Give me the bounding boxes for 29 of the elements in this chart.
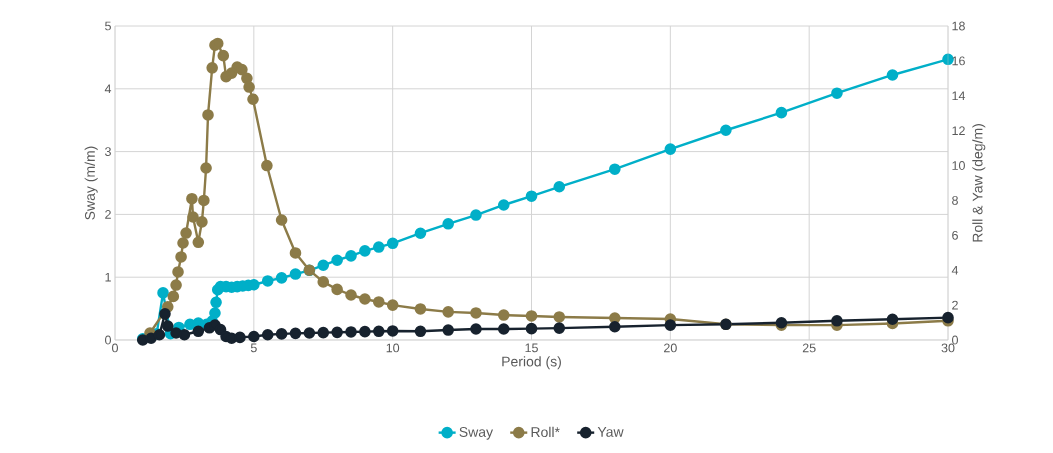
y2-tick-label: 4 — [951, 265, 959, 275]
legend-label: Roll* — [531, 426, 560, 438]
y-axis-title: Sway (m/m) — [84, 146, 98, 220]
legend-label: Sway — [459, 426, 494, 440]
x-tick-label: 25 — [802, 343, 816, 353]
x-tick-label: 30 — [941, 343, 955, 353]
x-axis-title: Period (s) — [502, 356, 561, 370]
y-tick-label: 2 — [105, 210, 111, 219]
y2-tick-label: 10 — [952, 161, 965, 170]
y-tick-label: 1 — [105, 272, 111, 282]
x-tick-label: 5 — [250, 343, 257, 353]
x-tick-label: 0 — [112, 343, 118, 353]
x-tick-label: 10 — [386, 343, 400, 353]
y2-tick-label: 12 — [952, 126, 965, 136]
y2-tick-label: 6 — [952, 230, 958, 240]
y-tick-label: 4 — [104, 84, 112, 94]
y2-tick-label: 14 — [952, 91, 966, 101]
y2-tick-label: 2 — [952, 300, 958, 310]
y2-tick-label: 8 — [952, 196, 958, 205]
y-tick-label: 5 — [105, 21, 111, 31]
x-tick-label: 15 — [525, 343, 538, 353]
legend-label: Yaw — [597, 427, 624, 437]
y2-axis-title: Roll & Yaw (deg/m) — [972, 124, 986, 242]
x-tick-label: 20 — [664, 343, 677, 353]
y2-tick-label: 0 — [952, 335, 958, 345]
y-tick-label: 3 — [105, 147, 111, 157]
y2-tick-label: 16 — [952, 56, 965, 66]
y-tick-label: 0 — [105, 335, 111, 345]
y2-tick-label: 18 — [952, 21, 965, 31]
